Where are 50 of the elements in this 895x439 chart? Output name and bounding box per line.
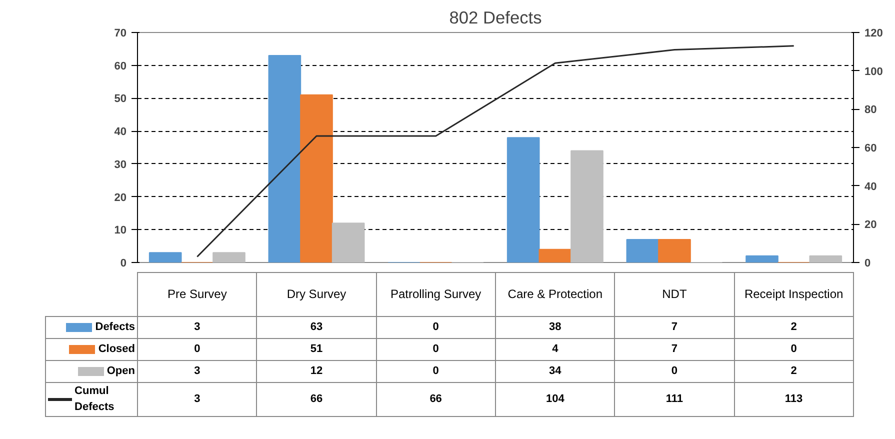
legend-label: Open — [106, 364, 135, 379]
data-label: 0 — [376, 316, 496, 338]
y-tick-label: 30 — [114, 158, 127, 171]
y2-tick-label: 60 — [864, 142, 877, 154]
y-tick-label: 50 — [114, 93, 127, 106]
x-tick-label: NDT — [614, 272, 734, 316]
data-label: 3 — [138, 316, 257, 338]
data-label: 113 — [734, 382, 854, 416]
y-tick-label: 10 — [114, 224, 127, 237]
y-tick-label: 40 — [114, 126, 127, 138]
y-tick-label: 0 — [120, 258, 127, 270]
data-label: 66 — [376, 382, 496, 416]
x-tick-label: Patrolling Survey — [376, 272, 496, 316]
data-label: 0 — [376, 360, 496, 382]
data-label: 66 — [256, 382, 376, 416]
y-tick-label: 20 — [114, 192, 127, 204]
y2-tick-label: 100 — [864, 66, 883, 78]
data-label: 0 — [614, 360, 734, 382]
x-tick-label: Dry Survey — [256, 272, 376, 316]
data-label: 38 — [495, 316, 615, 338]
data-label: 7 — [614, 338, 734, 360]
x-tick-label: Receipt Inspection — [734, 272, 854, 316]
data-label: 0 — [138, 338, 257, 360]
data-label: 2 — [734, 316, 854, 338]
data-label: 12 — [256, 360, 376, 382]
y-tick-label: 60 — [114, 60, 127, 72]
y2-tick-label: 80 — [864, 104, 877, 116]
data-label: 3 — [138, 360, 257, 382]
x-tick-label: Pre Survey — [138, 272, 257, 316]
data-label: 7 — [614, 316, 734, 338]
y2-tick-label: 20 — [864, 219, 877, 232]
data-label: 104 — [495, 382, 615, 416]
data-label: 0 — [734, 338, 854, 360]
data-label: 51 — [256, 338, 376, 360]
y-tick-label: 70 — [114, 28, 127, 40]
x-tick-label: Care & Protection — [495, 272, 615, 316]
data-label: 63 — [256, 316, 376, 338]
data-label: 111 — [614, 382, 734, 416]
y2-tick-label: 0 — [864, 258, 871, 270]
y2-tick-label: 40 — [864, 180, 877, 193]
data-label: 0 — [376, 338, 496, 360]
data-label: 34 — [495, 360, 615, 382]
data-label: 2 — [734, 360, 854, 382]
legend-label: Cumul Defects — [74, 384, 116, 414]
chart-title: 802 Defects — [449, 8, 542, 28]
legend-label: Closed — [98, 342, 135, 357]
y2-tick-label: 120 — [864, 28, 883, 40]
data-label: 4 — [495, 338, 615, 360]
data-label: 3 — [138, 382, 257, 416]
legend-label: Defects — [95, 320, 135, 335]
